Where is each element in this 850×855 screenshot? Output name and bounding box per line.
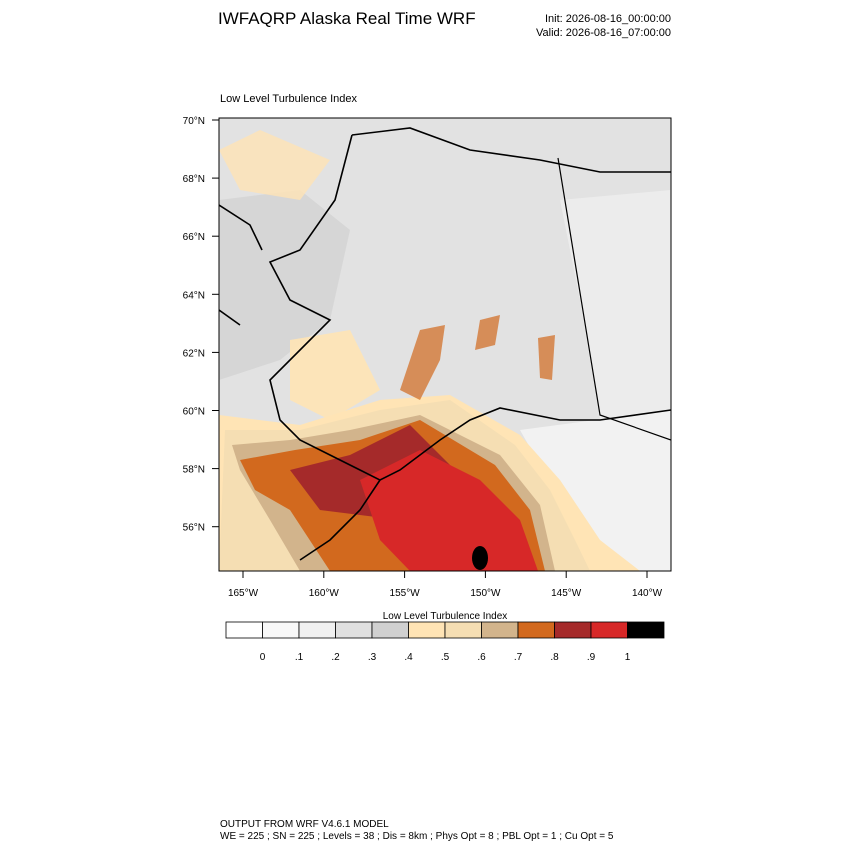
colorbar-label: .8 bbox=[550, 652, 559, 663]
colorbar-label: .3 bbox=[368, 652, 377, 663]
field-region bbox=[290, 330, 380, 420]
footer-line: WE = 225 ; SN = 225 ; Levels = 38 ; Dis … bbox=[220, 831, 614, 842]
field-region bbox=[560, 190, 671, 420]
colorbar-label: .2 bbox=[331, 652, 340, 663]
field-region bbox=[538, 335, 555, 380]
lat-label: 70°N bbox=[183, 116, 205, 127]
coastline bbox=[219, 127, 671, 561]
lat-label: 64°N bbox=[183, 290, 205, 301]
lat-label: 66°N bbox=[183, 232, 205, 243]
field-region bbox=[400, 325, 445, 400]
lon-label: 155°W bbox=[390, 588, 421, 599]
field-region bbox=[472, 546, 488, 570]
lat-label: 58°N bbox=[183, 465, 205, 476]
lat-label: 56°N bbox=[183, 523, 205, 534]
field-region bbox=[475, 315, 500, 350]
colorbar-box bbox=[481, 621, 519, 639]
lon-label: 165°W bbox=[228, 588, 259, 599]
field-region bbox=[219, 130, 330, 200]
colorbar-box bbox=[225, 621, 263, 639]
colorbar-label: .9 bbox=[587, 652, 596, 663]
field-region bbox=[520, 410, 671, 571]
colorbar: 0 .1 .2 .3 .4 .5 .6 .7 .8 .9 1 bbox=[225, 621, 665, 663]
border bbox=[557, 157, 671, 441]
colorbar-box bbox=[554, 621, 592, 639]
lon-label: 160°W bbox=[309, 588, 340, 599]
colorbar-label: 1 bbox=[625, 652, 631, 663]
map-label: Low Level Turbulence Index bbox=[220, 93, 357, 105]
colorbar-box bbox=[408, 621, 446, 639]
lat-label: 62°N bbox=[183, 348, 205, 359]
colorbar-label: .5 bbox=[441, 652, 450, 663]
lon-label: 150°W bbox=[470, 588, 501, 599]
colorbar-title: Low Level Turbulence Index bbox=[383, 611, 508, 622]
colorbar-box bbox=[335, 621, 373, 639]
valid-time: Valid: 2026-08-16_07:00:00 bbox=[536, 27, 671, 39]
colorbar-label: .4 bbox=[404, 652, 413, 663]
lon-label: 140°W bbox=[632, 588, 663, 599]
colorbar-box bbox=[444, 621, 482, 639]
footer-line: OUTPUT FROM WRF V4.6.1 MODEL bbox=[220, 819, 389, 830]
colorbar-box bbox=[371, 621, 409, 639]
colorbar-label: 0 bbox=[260, 652, 266, 663]
lon-label: 145°W bbox=[551, 588, 582, 599]
colorbar-label: .6 bbox=[477, 652, 486, 663]
colorbar-box bbox=[517, 621, 555, 639]
init-time: Init: 2026-08-16_00:00:00 bbox=[545, 13, 671, 25]
axis-ticks: 70°N 68°N 66°N 64°N 62°N 60°N 58°N 56°N 165°W 160… bbox=[183, 116, 663, 599]
field-region bbox=[219, 190, 350, 380]
colorbar-label: .7 bbox=[514, 652, 523, 663]
title: IWFAQRP Alaska Real Time WRF bbox=[218, 9, 476, 28]
map-frame bbox=[218, 117, 672, 572]
field-region bbox=[360, 450, 538, 571]
colorbar-box bbox=[627, 621, 665, 639]
colorbar-box bbox=[298, 621, 336, 639]
colorbar-label: .1 bbox=[295, 652, 304, 663]
lat-label: 68°N bbox=[183, 174, 205, 185]
map-field bbox=[219, 118, 671, 571]
colorbar-box bbox=[262, 621, 300, 639]
lat-label: 60°N bbox=[183, 407, 205, 418]
colorbar-box bbox=[590, 621, 628, 639]
